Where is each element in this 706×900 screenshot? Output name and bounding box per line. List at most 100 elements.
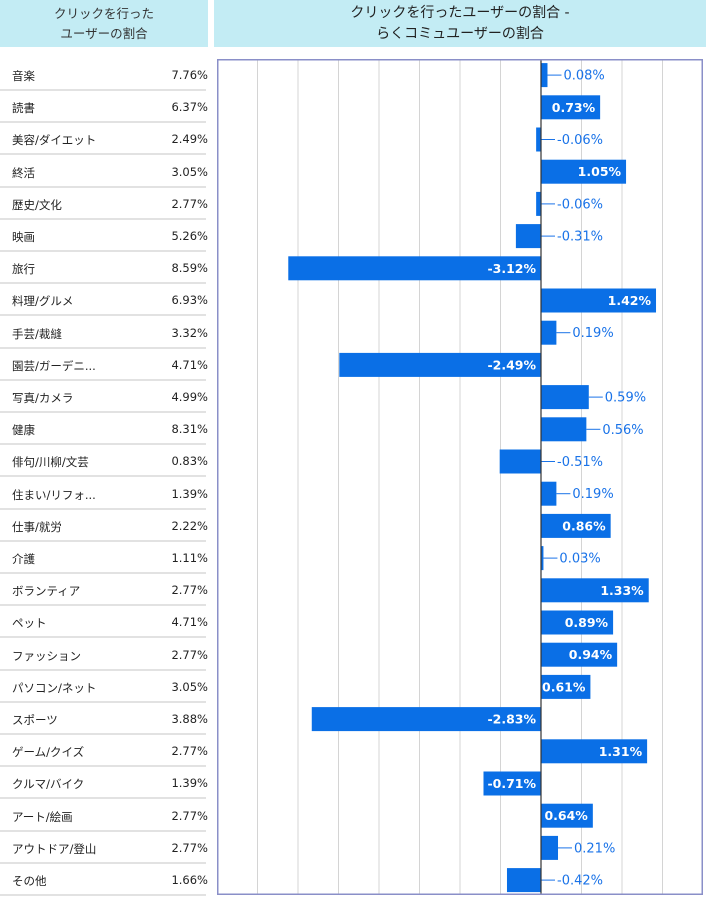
category-label: 手芸/裁縫 — [12, 326, 62, 341]
table-row: 仕事/就労 2.22% — [0, 510, 214, 542]
value-label: 0.19% — [572, 487, 613, 502]
value-label: -0.06% — [557, 133, 603, 148]
click-share-value: 1.39% — [171, 486, 208, 501]
bar — [311, 707, 541, 732]
value-label: 1.31% — [599, 744, 643, 759]
click-share-value: 6.37% — [171, 100, 208, 115]
row-divider — [0, 765, 206, 768]
click-share-value: 1.66% — [171, 873, 208, 887]
row-divider — [0, 668, 206, 671]
click-share-value: 2.77% — [171, 583, 208, 598]
row-divider — [0, 185, 206, 188]
value-label: -0.06% — [557, 197, 603, 212]
row-divider — [0, 346, 206, 349]
bar — [541, 546, 544, 571]
value-label: 0.64% — [544, 808, 588, 823]
value-label: -0.71% — [487, 776, 536, 791]
bar — [541, 159, 627, 184]
bar — [541, 674, 591, 699]
table-row: ファッション 2.77% — [0, 639, 214, 671]
bar — [339, 352, 541, 377]
table-row: 映画 5.26% — [0, 220, 214, 252]
value-label: 0.08% — [563, 69, 604, 84]
value-label: 1.42% — [608, 293, 652, 308]
header-difference: クリックを行ったユーザーの割合 - らくコミュユーザーの割合 — [214, 0, 706, 47]
click-share-value: 3.05% — [171, 679, 208, 694]
bar — [541, 739, 648, 764]
row-divider — [0, 604, 206, 607]
header-right-line1: クリックを行ったユーザーの割合 - — [350, 4, 570, 21]
category-label: アート/絵画 — [12, 809, 73, 824]
bar — [499, 449, 541, 474]
table-row: クルマ/バイク 1.39% — [0, 767, 214, 800]
row-divider — [0, 250, 206, 252]
table-row: アート/絵画 2.77% — [0, 800, 214, 832]
row-divider — [0, 378, 206, 381]
bar — [541, 320, 557, 345]
value-label: 0.61% — [542, 679, 586, 694]
category-label: 終活 — [12, 165, 35, 180]
value-label: -0.31% — [557, 230, 603, 245]
row-divider — [0, 797, 206, 800]
value-label: 0.73% — [552, 100, 596, 115]
bar — [541, 835, 559, 860]
click-share-value: 2.77% — [171, 840, 208, 855]
header-click-share: クリックを行った ユーザーの割合 — [0, 0, 208, 47]
row-divider — [0, 89, 206, 91]
table-row: 手芸/裁縫 3.32% — [0, 317, 214, 349]
category-label: 歴史/文化 — [12, 197, 62, 212]
category-label: 写真/カメラ — [12, 391, 74, 405]
table-row: 美容/ダイエット 2.49% — [0, 123, 214, 156]
bar — [541, 417, 587, 442]
category-label: ゲーム/クイズ — [12, 745, 85, 760]
header-left-line2: ユーザーの割合 — [60, 25, 148, 41]
category-label: 美容/ダイエット — [12, 133, 97, 148]
click-share-value: 4.71% — [171, 357, 208, 372]
category-label: ファッション — [12, 648, 81, 663]
value-label: 0.89% — [565, 615, 609, 630]
category-label: ボランティア — [12, 584, 81, 599]
table-row: 料理/グルメ 6.93% — [0, 284, 214, 317]
click-share-value: 8.31% — [171, 422, 208, 437]
value-label: -3.12% — [487, 261, 536, 276]
category-label: パソコン/ネット — [12, 680, 97, 695]
category-label: ペット — [12, 616, 47, 631]
table-row: ボランティア 2.77% — [0, 574, 214, 607]
click-share-value: 7.76% — [171, 68, 208, 82]
table-row: 旅行 8.59% — [0, 252, 214, 285]
table-row: スポーツ 3.88% — [0, 703, 214, 735]
category-label: 音楽 — [12, 69, 35, 83]
category-label: クルマ/バイク — [12, 777, 85, 792]
difference-bar-chart: 0.08% 0.73% -0.06% 1.05% -0.06% -0.31% -3.12% 1… — [217, 59, 703, 895]
category-label: 料理/グルメ — [12, 294, 74, 309]
bar — [506, 868, 541, 893]
value-label: 0.19% — [572, 326, 613, 341]
click-share-value: 1.39% — [171, 776, 208, 791]
click-share-value: 4.99% — [171, 390, 208, 404]
header-right-line2: らくコミュユーザーの割合 — [376, 25, 544, 42]
category-label: 映画 — [12, 230, 35, 244]
category-label: 旅行 — [12, 262, 35, 277]
value-label: -0.42% — [557, 874, 603, 889]
plot-border — [217, 59, 703, 895]
bar — [541, 578, 649, 603]
table-row: ゲーム/クイズ 2.77% — [0, 735, 214, 768]
row-divider — [0, 572, 206, 574]
row-divider — [0, 121, 206, 124]
table-row: 歴史/文化 2.77% — [0, 188, 214, 220]
row-divider — [0, 894, 206, 896]
table-row: 終活 3.05% — [0, 156, 214, 188]
click-share-value: 4.71% — [171, 615, 208, 630]
table-row: 住まい/リフォ... 1.39% — [0, 478, 214, 510]
click-share-value: 2.49% — [171, 132, 208, 147]
category-label: スポーツ — [12, 713, 58, 727]
bar — [541, 95, 601, 120]
row-divider — [0, 829, 206, 832]
row-divider — [0, 443, 206, 446]
bar — [288, 256, 541, 281]
click-share-value: 3.32% — [171, 325, 208, 340]
value-label: -2.49% — [487, 357, 536, 372]
click-share-value: 6.93% — [171, 293, 208, 308]
table-row: 写真/カメラ 4.99% — [0, 381, 214, 413]
click-share-value: 2.22% — [171, 518, 208, 533]
